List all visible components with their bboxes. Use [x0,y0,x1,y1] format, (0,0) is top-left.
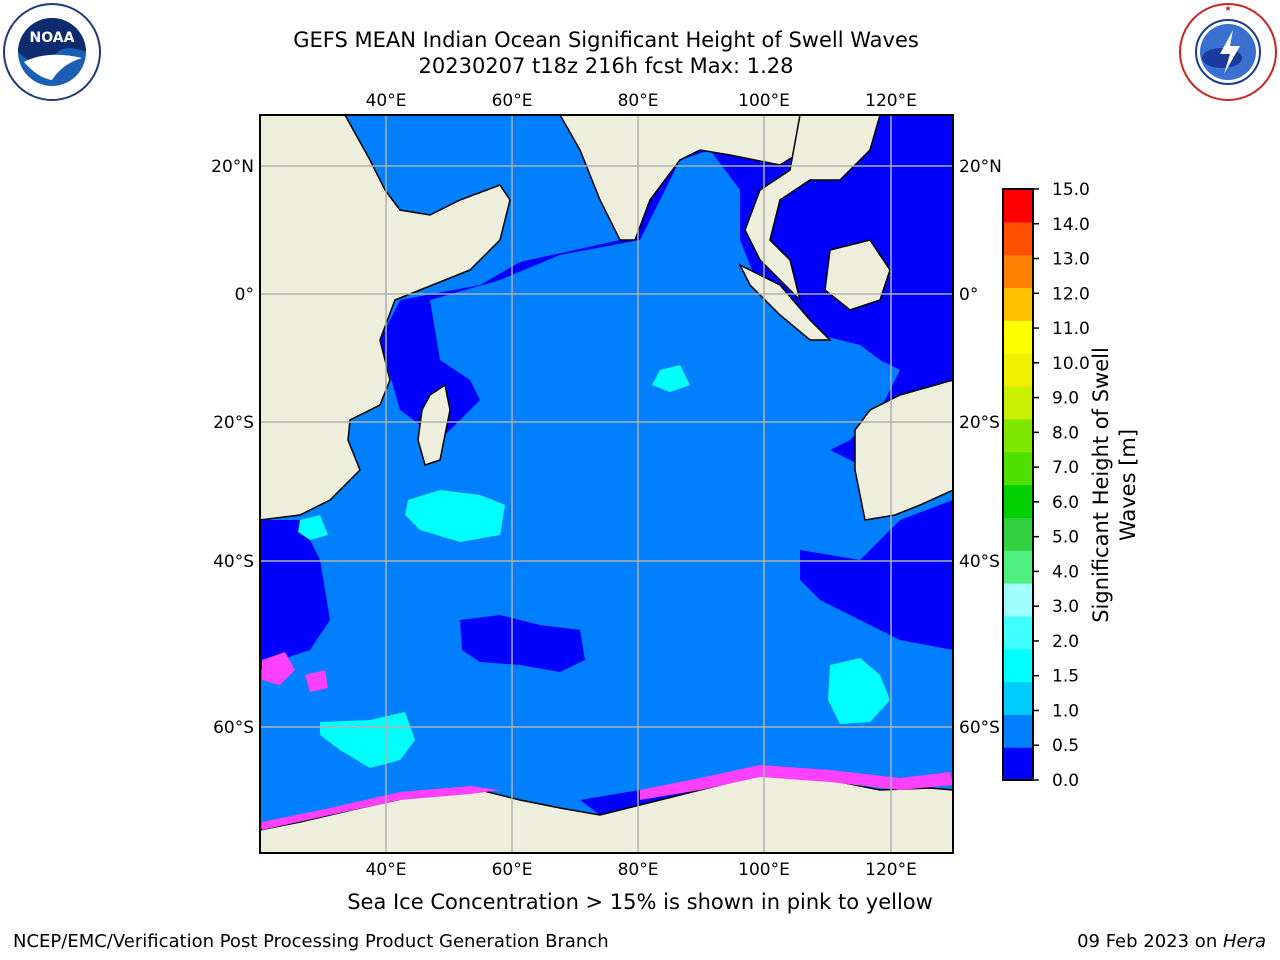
sea-ice-4 [305,670,328,692]
sea-ice-note: Sea Ice Concentration > 15% is shown in … [347,890,933,914]
left-lat-label: 20°S [213,413,254,433]
high-swell-patch-4 [828,658,890,724]
map-subtitle: 20230207 t18z 216h fcst Max: 1.28 [418,54,794,78]
top-lon-label: 40°E [366,91,407,111]
footer-host: Hera [1222,931,1266,952]
bottom-lon-label: 60°E [492,860,533,880]
top-lon-label: 80°E [618,91,659,111]
left-lat-label: 20°N [211,157,254,177]
landmass-6 [417,383,451,466]
colorbar-tick-label: 12.0 [1052,284,1090,304]
top-lon-label: 120°E [865,91,917,111]
colorbar-tick-label: 1.5 [1052,667,1079,687]
footer-credit: NCEP/EMC/Verification Post Processing Pr… [13,931,609,952]
bottom-lon-label: 100°E [738,860,790,880]
bottom-lon-label: 120°E [865,860,917,880]
map-frame [259,114,954,854]
nws-logo: ★ [1179,3,1277,101]
colorbar-band [1003,484,1033,518]
map-title: GEFS MEAN Indian Ocean Significant Heigh… [293,28,919,52]
colorbar-tick-label: 1.0 [1052,701,1079,721]
low-swell-region-2 [260,520,330,670]
colorbar-tick-label: 15.0 [1052,180,1090,200]
low-swell-region-3 [800,500,953,650]
colorbar-tick-label: 9.0 [1052,389,1079,409]
high-swell-patch-3 [652,365,690,392]
colorbar-band [1003,583,1033,617]
colorbar-tick-label: 10.0 [1052,354,1090,374]
colorbar-title-line2: Waves [m] [1116,428,1140,542]
colorbar-tick-label: 8.0 [1052,423,1079,443]
landmass-3 [744,114,881,303]
low-swell-region-4 [460,615,585,672]
right-lat-label: 0° [959,285,978,305]
landmass-5 [824,239,891,311]
colorbar-tick-label: 5.0 [1052,528,1079,548]
colorbar-title: Significant Height of Swell Waves [m] [1088,347,1142,623]
colorbar-tick-label: 13.0 [1052,250,1090,270]
noaa-logo-text: NOAA [30,30,75,46]
colorbar-title-line1: Significant Height of Swell [1089,347,1113,623]
colorbar-band [1003,287,1033,321]
top-lon-label: 100°E [738,91,790,111]
colorbar-band [1003,320,1033,354]
right-lat-label: 40°S [959,552,1000,572]
left-lat-label: 0° [235,285,254,305]
landmass-7 [854,379,954,521]
colorbar-band [1003,747,1033,781]
landmass-4 [738,263,832,341]
colorbar-band [1003,189,1033,223]
footer-date-text: 09 Feb 2023 on [1077,931,1223,952]
colorbar-band [1003,221,1033,256]
colorbar-band [1003,714,1033,748]
high-swell-patch-1 [405,490,505,542]
colorbar-tick-label: 3.0 [1052,597,1079,617]
colorbar-tick-label: 7.0 [1052,458,1079,478]
colorbar-band [1003,648,1033,683]
low-swell-region-1 [345,115,953,470]
colorbar-tick-label: 4.0 [1052,562,1079,582]
bottom-lon-label: 80°E [618,860,659,880]
colorbar-band [1003,418,1033,453]
sea-ice-3 [262,652,295,685]
colorbar-tick-label: 2.0 [1052,632,1079,652]
high-swell-patch-2 [298,515,328,540]
right-lat-label: 20°S [959,413,1000,433]
left-lat-label: 40°S [213,552,254,572]
colorbar-band [1003,681,1033,715]
colorbar-tick-label: 0.0 [1052,771,1079,791]
svg-text:★: ★ [1224,4,1231,13]
colorbar-band [1003,615,1033,650]
colorbar-band [1003,517,1033,551]
colorbar-frame [1002,188,1034,781]
colorbar-band [1003,386,1033,420]
colorbar-band [1003,550,1033,584]
colorbar-band [1003,353,1033,387]
colorbar-band [1003,254,1033,289]
colorbar-tick-label: 14.0 [1052,215,1090,235]
colorbar-tick-label: 6.0 [1052,493,1079,513]
right-lat-label: 60°S [959,718,1000,738]
colorbar-tick-label: 11.0 [1052,319,1090,339]
right-lat-label: 20°N [959,157,1002,177]
noaa-logo: NOAA [3,3,101,101]
footer-date: 09 Feb 2023 on Hera [1077,931,1266,952]
sea-ice-1 [262,786,500,830]
high-swell-patch-5 [320,712,415,768]
colorbar-band [1003,451,1033,486]
landmass-1 [259,114,511,521]
bottom-lon-label: 40°E [366,860,407,880]
top-lon-label: 60°E [492,91,533,111]
left-lat-label: 60°S [213,718,254,738]
colorbar-tick-label: 0.5 [1052,736,1079,756]
